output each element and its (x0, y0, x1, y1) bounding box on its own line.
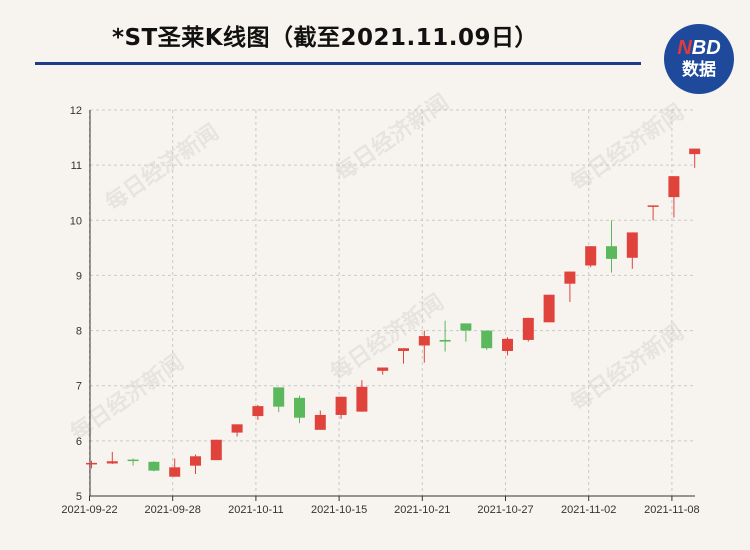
candle (335, 396, 347, 419)
candle (606, 220, 617, 273)
candle (377, 367, 389, 375)
axes: 5 6 7 8 9 10 11 12 2021-09-22 2021-09-28 2021-10-1… (61, 105, 699, 516)
x-tick-label: 2021-11-08 (644, 504, 699, 516)
candle (439, 320, 451, 352)
candle-body (356, 386, 368, 412)
y-tick-label: 12 (70, 105, 82, 117)
candle-body (439, 339, 451, 342)
candle-body (210, 439, 222, 461)
candle (169, 458, 181, 477)
candle (356, 380, 368, 412)
candle (481, 330, 493, 350)
x-tick-label: 2021-10-21 (394, 504, 450, 516)
candle (231, 424, 243, 437)
grid-lines (89, 109, 695, 497)
x-tick-label: 2021-09-22 (61, 504, 117, 516)
nbd-logo: NBD 数据 (664, 24, 734, 94)
logo-bottom-text: 数据 (682, 60, 716, 80)
y-tick-label: 8 (76, 326, 82, 338)
candle (668, 176, 680, 218)
candle (190, 454, 201, 474)
candle-body (314, 414, 326, 430)
candle (626, 232, 638, 269)
x-tick-label: 2021-10-11 (228, 504, 283, 516)
candle (314, 410, 326, 430)
candle (294, 395, 305, 424)
candle-body (543, 294, 555, 323)
candle (543, 294, 555, 323)
candle-body (398, 348, 409, 351)
candle-body (626, 232, 638, 258)
candle-body (252, 406, 264, 417)
candle (564, 271, 576, 302)
y-tick-label: 11 (71, 160, 82, 172)
candle-body (418, 336, 430, 346)
candle (106, 451, 118, 465)
candle (418, 330, 430, 363)
candle-body (689, 148, 701, 155)
candle (585, 246, 597, 268)
x-tick-label: 2021-09-28 (145, 504, 201, 516)
candle-body (377, 367, 389, 371)
candle (252, 405, 264, 420)
candle-body (481, 330, 493, 349)
y-tick-label: 10 (70, 215, 82, 227)
candle-body (190, 456, 201, 466)
candle-body (335, 396, 347, 415)
y-tick-label: 9 (76, 270, 82, 282)
candle (273, 387, 285, 413)
candle-body (294, 397, 305, 418)
candle-body (273, 387, 285, 407)
candle-body (148, 461, 160, 471)
x-tick-label: 2021-10-15 (311, 504, 367, 516)
title-underline (35, 62, 641, 65)
candle (210, 439, 222, 461)
candle-body (106, 461, 118, 464)
candle-body (86, 462, 97, 465)
candle-body (231, 424, 243, 433)
candle-body (647, 205, 659, 207)
candle-body (668, 176, 680, 198)
candle-body (127, 459, 139, 462)
candle-body (460, 323, 472, 331)
candle (127, 458, 139, 466)
candle (502, 337, 513, 356)
candle-body (502, 338, 513, 351)
candle (522, 317, 534, 342)
x-tick-label: 2021-11-02 (561, 504, 616, 516)
candle (647, 205, 659, 221)
candle-body (606, 246, 617, 259)
candle (460, 323, 472, 342)
candle (148, 461, 160, 472)
candle-body (564, 271, 576, 284)
candles (86, 148, 701, 477)
candle (86, 460, 97, 469)
candle (398, 348, 409, 364)
chart-title: *ST圣莱K线图（截至2021.11.09日） (111, 25, 539, 51)
y-tick-label: 7 (76, 381, 82, 393)
candle-body (169, 467, 181, 477)
y-tick-label: 6 (76, 436, 82, 448)
x-tick-label: 2021-10-27 (477, 504, 533, 516)
logo-top-text: NBD (677, 37, 721, 59)
candle-body (585, 246, 597, 266)
candle-body (522, 317, 534, 340)
y-tick-label: 5 (76, 491, 82, 503)
candle (689, 148, 701, 168)
